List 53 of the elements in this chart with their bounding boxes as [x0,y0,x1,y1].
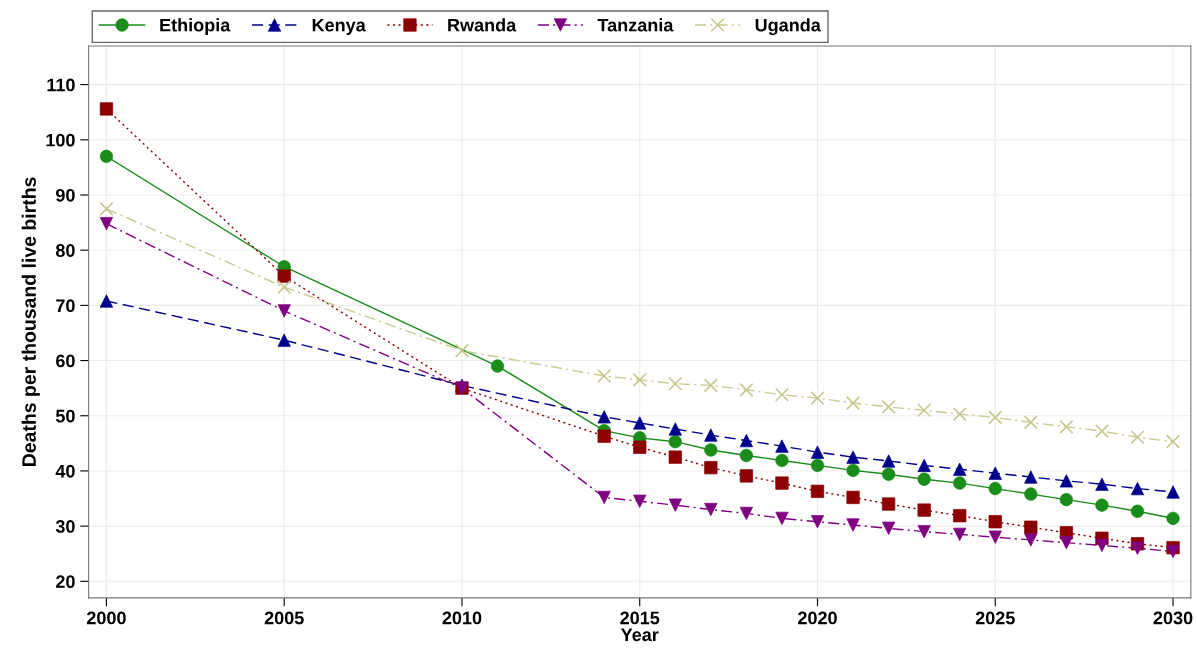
point [668,376,683,391]
point [277,280,292,295]
point [917,458,931,473]
point [846,490,860,505]
y-tick-label: 70 [56,299,75,313]
point [953,462,967,476]
legend-label: Rwanda [448,18,517,32]
point [1023,415,1038,430]
y-tick-label: 60 [56,354,75,368]
y-tick-label: 110 [47,78,75,92]
point [774,387,790,402]
point [99,217,114,231]
point [632,372,647,387]
y-axis-title: Deaths per thousand live births [21,177,40,466]
x-tick-label: 2025 [975,611,1015,625]
legend-label: Tanzania [597,18,674,32]
x-tick-label: 2020 [798,611,837,625]
point [739,469,753,483]
x-tick-label: 2005 [264,611,304,625]
point [988,410,1003,425]
point [597,368,612,384]
point [1130,482,1145,496]
point [1059,419,1074,434]
point [810,484,825,498]
y-tick-label: 100 [46,133,75,147]
legend-label: Ethiopia [160,18,231,36]
point [1165,434,1181,449]
point [775,511,789,525]
point [952,407,967,422]
x-axis-title: Year [620,628,659,642]
point [845,395,861,411]
point [917,403,932,418]
legend-label: Uganda [755,18,821,36]
y-tick-label: 40 [55,464,75,478]
y-tick-label: 20 [56,575,75,589]
y-tick-label: 90 [56,188,75,202]
point [739,382,754,397]
x-tick-label: 2030 [1153,611,1193,625]
point [1130,430,1145,445]
y-tick-label: 80 [55,244,75,257]
point [99,201,114,216]
y-tick-label: 50 [55,409,75,423]
point [454,343,470,358]
point [810,515,825,529]
x-tick-label: 2000 [86,611,126,625]
x-tick-label: 2010 [442,611,482,625]
point [810,391,825,406]
point [703,378,718,393]
x-tick-label: 2015 [620,611,660,625]
point [881,399,896,415]
point [1094,424,1110,439]
y-tick-label: 30 [55,520,75,533]
legend-label: Kenya [312,18,366,36]
